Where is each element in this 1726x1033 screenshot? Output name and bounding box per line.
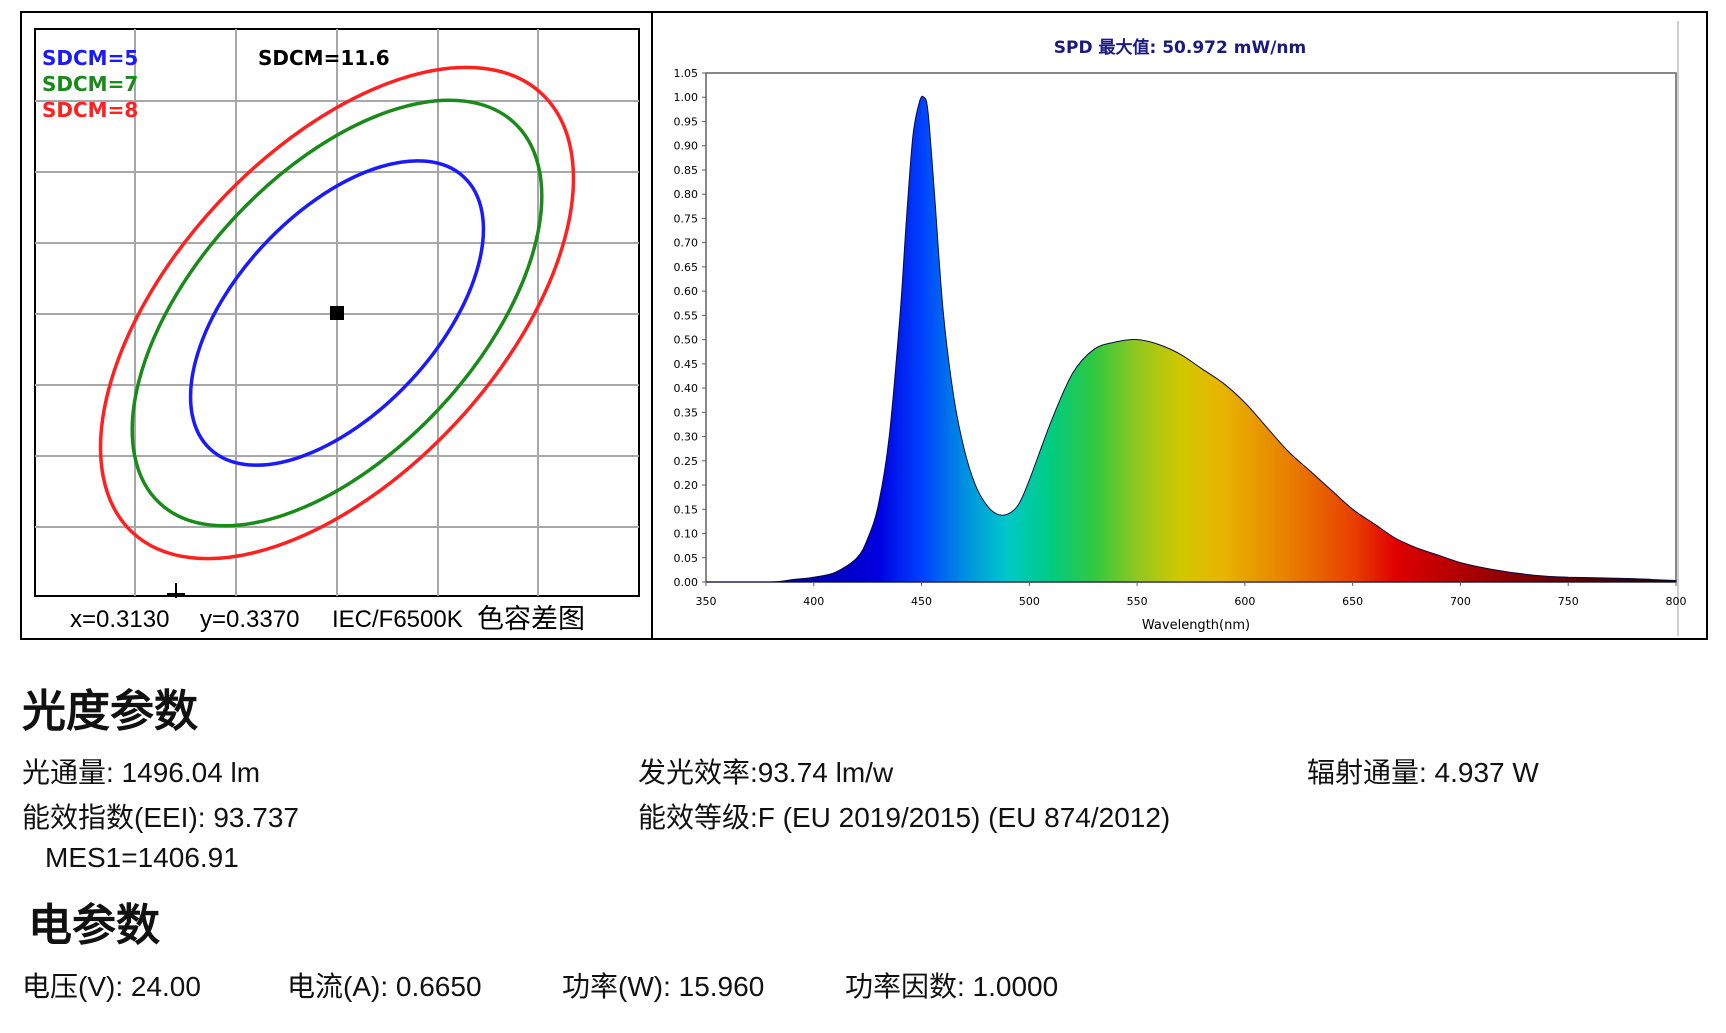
sdcm-result-label: SDCM=11.6 xyxy=(258,46,390,70)
spd-curve-area xyxy=(706,95,1677,583)
y-tick-label: 0.65 xyxy=(674,261,699,274)
y-tick-label: 0.85 xyxy=(674,164,699,177)
y-tick-label: 0.30 xyxy=(674,431,699,444)
luminous-flux: 光通量: 1496.04 lm xyxy=(22,757,261,788)
mes1-value: MES1=1406.91 xyxy=(45,842,239,873)
y-tick-label: 0.95 xyxy=(674,115,699,128)
y-tick-label: 0.90 xyxy=(674,140,699,153)
reference-standard: IEC/F6500K xyxy=(332,606,463,633)
x-tick-label: 450 xyxy=(911,595,932,608)
electrical-heading: 电参数 xyxy=(28,900,160,951)
legend-sdcm-8: SDCM=8 xyxy=(42,98,138,122)
y-tick-label: 0.15 xyxy=(674,503,699,516)
radiant-flux: 辐射通量: 4.937 W xyxy=(1307,757,1539,788)
y-tick-label: 0.45 xyxy=(674,358,699,371)
y-tick-label: 0.80 xyxy=(674,188,699,201)
y-tick-label: 0.50 xyxy=(674,334,699,347)
measured-point-marker xyxy=(330,306,344,320)
y-tick-label: 0.35 xyxy=(674,406,699,419)
sdcm-7-ellipse xyxy=(130,98,544,528)
sdcm-8-ellipse xyxy=(98,65,576,561)
x-tick-label: 800 xyxy=(1666,595,1687,608)
spd-x-axis: 350 400 450 500 550 600 650 700 750 800 xyxy=(696,582,1687,608)
x-tick-label: 350 xyxy=(696,595,717,608)
y-tick-label: 0.55 xyxy=(674,309,699,322)
photometric-heading: 光度参数 xyxy=(22,686,198,737)
x-tick-label: 550 xyxy=(1127,595,1148,608)
panel-divider xyxy=(651,11,653,640)
y-tick-label: 0.20 xyxy=(674,479,699,492)
spd-x-axis-label: Wavelength(nm) xyxy=(1142,618,1250,633)
legend-sdcm-7: SDCM=7 xyxy=(42,72,138,96)
spd-chart-title: SPD 最大值: 50.972 mW/nm xyxy=(1054,37,1306,58)
x-tick-label: 400 xyxy=(803,595,824,608)
y-tick-label: 0.25 xyxy=(674,455,699,468)
current: 电流(A): 0.6650 xyxy=(287,971,482,1002)
energy-efficiency-index: 能效指数(EEI): 93.737 xyxy=(22,802,299,833)
y-tick-label: 1.05 xyxy=(674,67,699,80)
power-factor: 功率因数: 1.0000 xyxy=(845,971,1059,1002)
sdcm-5-ellipse xyxy=(188,159,486,467)
chromaticity-y-value: y=0.3370 xyxy=(200,606,299,633)
y-tick-label: 1.00 xyxy=(674,91,699,104)
y-tick-label: 0.75 xyxy=(674,212,699,225)
x-tick-label: 600 xyxy=(1234,595,1255,608)
sdcm-chart: SDCM=5 SDCM=7 SDCM=8 SDCM=11.6 x=0.3130 … xyxy=(34,28,640,635)
y-tick-label: 0.10 xyxy=(674,528,699,541)
x-tick-label: 650 xyxy=(1342,595,1363,608)
x-tick-label: 750 xyxy=(1558,595,1579,608)
energy-class: 能效等级:F (EU 2019/2015) (EU 874/2012) xyxy=(638,802,1171,833)
x-tick-label: 700 xyxy=(1450,595,1471,608)
voltage: 电压(V): 24.00 xyxy=(22,971,201,1002)
spd-y-axis: 0.00 0.05 0.10 0.15 0.20 0.25 0.30 0.35 0.40 0.45… xyxy=(674,67,706,589)
x-tick-label: 500 xyxy=(1019,595,1040,608)
chromaticity-x-value: x=0.3130 xyxy=(70,606,169,633)
reference-cross-marker xyxy=(167,583,185,598)
luminous-efficacy: 发光效率:93.74 lm/w xyxy=(638,757,894,788)
power: 功率(W): 15.960 xyxy=(562,971,765,1002)
legend-sdcm-5: SDCM=5 xyxy=(42,46,138,70)
spd-chart: SPD 最大值: 50.972 mW/nm 0.000.050.100.150.… xyxy=(674,21,1687,636)
y-tick-label: 0.00 xyxy=(674,576,699,589)
sdcm-chart-caption: 色容差图 xyxy=(477,604,585,635)
y-tick-label: 0.70 xyxy=(674,237,699,250)
y-tick-label: 0.40 xyxy=(674,382,699,395)
y-tick-label: 0.60 xyxy=(674,285,699,298)
y-tick-label: 0.05 xyxy=(674,552,699,565)
